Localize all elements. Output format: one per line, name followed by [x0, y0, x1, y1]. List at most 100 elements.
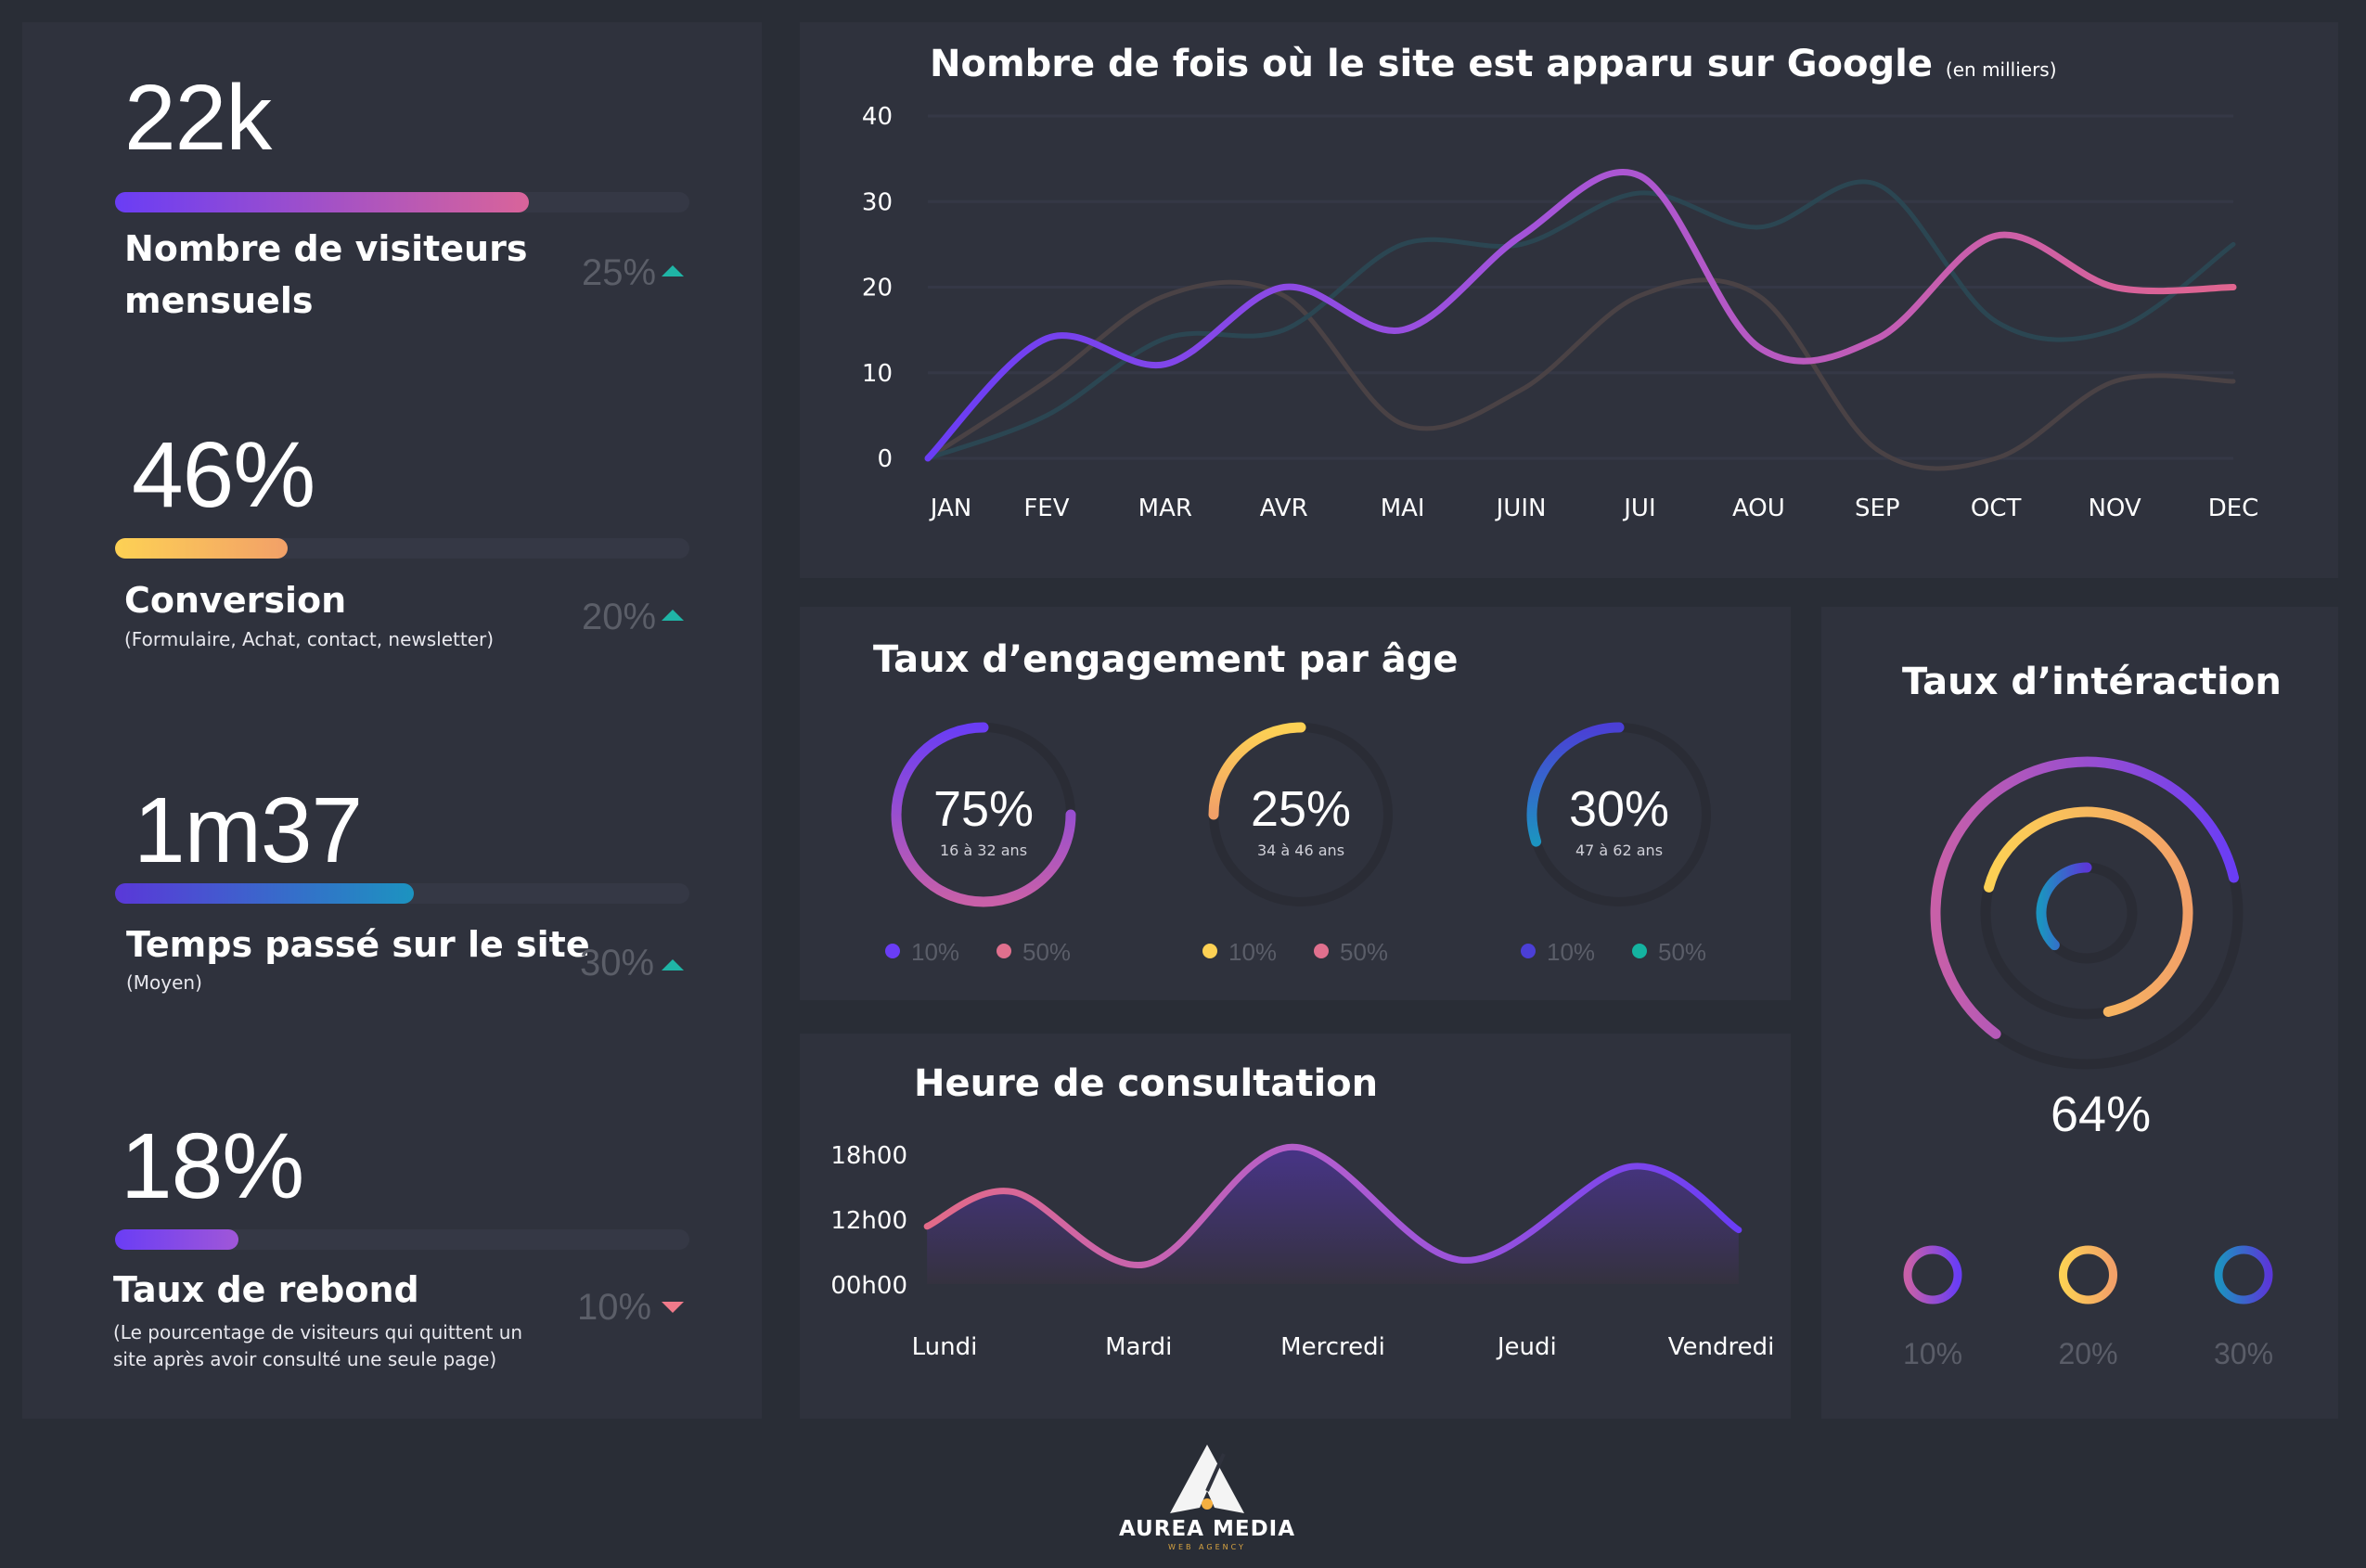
legend-label: 10% [1547, 938, 1595, 966]
legend-ring-icon [2214, 1245, 2273, 1305]
interaction-title: Taux d’intéraction [1902, 661, 2282, 703]
interaction-ring-2 [1984, 806, 2193, 1017]
legend-label: 50% [1340, 938, 1388, 966]
logo-name: AUREA MEDIA [1118, 1517, 1296, 1541]
logo: AUREA MEDIA WEB AGENCY [1114, 1443, 1300, 1559]
bounce-sublabel: (Le pourcentage de visiteurs qui quitten… [113, 1319, 522, 1373]
legend-dot [1521, 944, 1536, 958]
y-tick-label: 18h00 [830, 1142, 907, 1170]
legend-label: 50% [1658, 938, 1706, 966]
progress-fill [115, 192, 529, 212]
logo-tagline: WEB AGENCY [1168, 1543, 1246, 1551]
legend-ring-icon [2059, 1245, 2117, 1305]
legend-label: 20% [2058, 1337, 2117, 1370]
x-tick-label: JUI [1622, 495, 1655, 522]
trend-up-icon [662, 265, 684, 276]
progress-fill [115, 538, 288, 559]
x-tick-label: MAR [1138, 495, 1192, 522]
legend-dot [1314, 944, 1329, 958]
time-on-site-value: 1m37 [134, 778, 363, 882]
time-label: Temps passé sur le site [126, 924, 590, 965]
conversion-change: 20% [582, 597, 657, 637]
legend-label: 10% [1903, 1337, 1962, 1370]
logo-a-icon [1170, 1445, 1244, 1513]
x-tick-label: JAN [929, 495, 971, 522]
ring-age-range: 47 à 62 ans [1575, 842, 1663, 859]
unit-text: (en milliers) [1945, 58, 2057, 81]
y-tick-label: 00h00 [830, 1272, 907, 1300]
x-tick-label: JUIN [1495, 495, 1547, 522]
conversion-sublabel: (Formulaire, Achat, contact, newsletter) [124, 628, 495, 650]
bounce-label: Taux de rebond [113, 1269, 419, 1310]
label-line: Nombre de visiteurs [124, 228, 528, 269]
x-tick-label: Jeudi [1496, 1333, 1557, 1361]
time-sublabel: (Moyen) [126, 971, 202, 994]
time-progress-bar [115, 883, 689, 904]
y-tick-label: 0 [877, 445, 893, 473]
ring-value: 25% [1251, 781, 1351, 837]
visitors-change: 25% [582, 252, 657, 293]
y-tick-label: 20 [862, 275, 893, 302]
x-tick-label: AOU [1732, 495, 1785, 522]
y-tick-label: 12h00 [830, 1207, 907, 1235]
y-tick-label: 10 [862, 360, 893, 388]
ring-age-range: 34 à 46 ans [1257, 842, 1344, 859]
x-tick-label: MAI [1381, 495, 1425, 522]
legend-dot [997, 944, 1011, 958]
x-tick-label: Vendredi [1668, 1333, 1775, 1361]
progress-fill [115, 1229, 239, 1250]
sublabel-line: site après avoir consulté une seule page… [113, 1348, 497, 1370]
area-fill [927, 1147, 1739, 1284]
kpi-panel [22, 22, 762, 1419]
x-tick-label: NOV [2088, 495, 2141, 522]
progress-fill [115, 883, 414, 904]
legend-label: 50% [1022, 938, 1071, 966]
google-chart-title: Nombre de fois où le site est apparu sur… [930, 43, 2057, 85]
ring-value: 30% [1569, 781, 1669, 837]
legend-dot [1202, 944, 1217, 958]
visitors-progress-bar [115, 192, 689, 212]
interaction-ring-1 [1930, 756, 2239, 1039]
label-line: mensuels [124, 280, 314, 321]
legend-label: 10% [1228, 938, 1277, 966]
time-change: 30% [580, 943, 655, 983]
y-tick-label: 30 [862, 188, 893, 216]
engagement-title: Taux d’engagement par âge [873, 638, 1459, 681]
x-tick-label: Mardi [1105, 1333, 1172, 1361]
interaction-ring-3 [2036, 862, 2092, 951]
conversion-value: 46% [132, 423, 315, 527]
bounce-change: 10% [577, 1287, 652, 1328]
x-tick-label: SEP [1855, 495, 1900, 522]
bounce-progress-bar [115, 1229, 689, 1250]
legend-dot [885, 944, 900, 958]
consultation-title: Heure de consultation [914, 1062, 1379, 1105]
conversion-label: Conversion [124, 580, 347, 621]
ring-progress [891, 722, 1076, 907]
sublabel-line: (Le pourcentage de visiteurs qui quitten… [113, 1321, 523, 1343]
conversion-progress-bar [115, 538, 689, 559]
ring-progress [1526, 722, 1625, 847]
area-line [923, 1143, 1742, 1268]
legend-ring-icon [1903, 1245, 1962, 1305]
trend-up-icon [662, 610, 684, 621]
legend-label: 10% [911, 938, 959, 966]
x-tick-label: Mercredi [1280, 1333, 1385, 1361]
x-tick-label: Lundi [912, 1333, 978, 1361]
legend-label: 30% [2214, 1337, 2273, 1370]
legend-dot [1632, 944, 1647, 958]
x-tick-label: OCT [1971, 495, 2022, 522]
ring-age-range: 16 à 32 ans [940, 842, 1027, 859]
ring-progress [1208, 722, 1306, 820]
visitors-label: Nombre de visiteurs mensuels [124, 223, 527, 327]
trend-up-icon [662, 959, 684, 970]
engagement-panel [800, 607, 1791, 1000]
series-line-0 [925, 277, 2236, 471]
y-tick-label: 40 [862, 103, 893, 131]
x-tick-label: AVR [1260, 495, 1308, 522]
interaction-total: 64% [2051, 1086, 2152, 1142]
trend-down-icon [662, 1302, 684, 1313]
series-line-1 [925, 179, 2236, 461]
x-tick-label: FEV [1023, 495, 1069, 522]
ring-value: 75% [933, 781, 1034, 837]
